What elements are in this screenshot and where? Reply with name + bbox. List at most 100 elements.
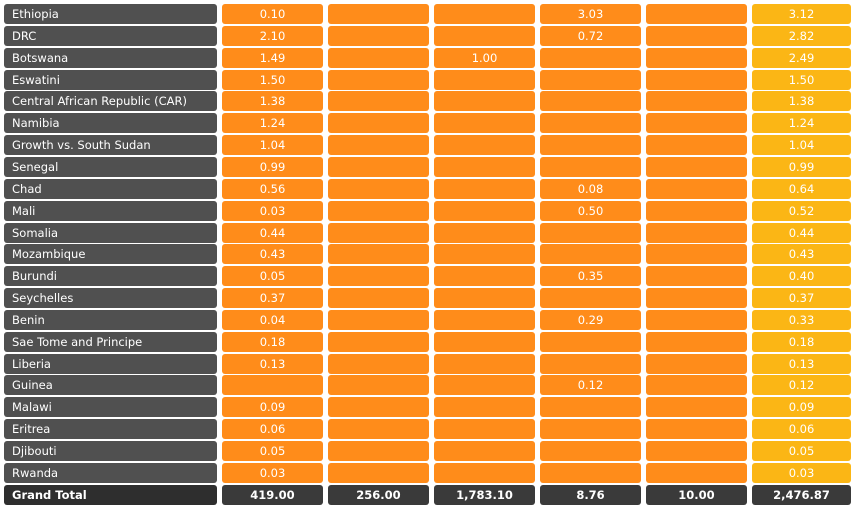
value-cell: 0.37 [222, 288, 323, 309]
grand-total-cell: 419.00 [222, 484, 323, 505]
value-cell [328, 91, 429, 112]
row-label: Somalia [4, 222, 217, 243]
value-cell [328, 69, 429, 90]
value-cell [434, 266, 535, 287]
value-cell [540, 353, 641, 374]
table-row: Benin 0.04 0.29 0.33 [0, 309, 855, 330]
row-label: Malawi [4, 397, 217, 418]
value-cell [328, 462, 429, 483]
value-cell: 0.08 [540, 178, 641, 199]
value-cell [328, 331, 429, 352]
value-cell [646, 419, 747, 440]
value-cell [434, 91, 535, 112]
value-cell [328, 397, 429, 418]
value-cell [646, 135, 747, 156]
table-row: Central African Republic (CAR) 1.38 1.38 [0, 91, 855, 112]
row-label: Mali [4, 200, 217, 221]
value-cell: 1.50 [222, 69, 323, 90]
value-cell [434, 331, 535, 352]
row-total-cell: 0.06 [752, 419, 851, 440]
row-total-cell: 0.18 [752, 331, 851, 352]
row-label: Senegal [4, 156, 217, 177]
value-cell [540, 397, 641, 418]
value-cell: 1.24 [222, 113, 323, 134]
value-cell [646, 156, 747, 177]
value-cell [434, 375, 535, 396]
value-cell [540, 113, 641, 134]
row-total-cell: 0.05 [752, 441, 851, 461]
row-total-cell: 0.12 [752, 375, 851, 396]
grand-total-cell: 256.00 [328, 484, 429, 505]
value-cell: 0.12 [540, 375, 641, 396]
value-cell [222, 375, 323, 396]
row-label: Rwanda [4, 462, 217, 483]
value-cell: 0.04 [222, 309, 323, 330]
table-row: Malawi 0.09 0.09 [0, 397, 855, 418]
value-cell: 0.13 [222, 353, 323, 374]
value-cell [540, 47, 641, 68]
value-cell [328, 156, 429, 177]
table-row: Djibouti 0.05 0.05 [0, 441, 855, 461]
value-cell [328, 266, 429, 287]
row-total-cell: 1.50 [752, 69, 851, 90]
table-row: Seychelles 0.37 0.37 [0, 288, 855, 309]
value-cell [646, 113, 747, 134]
value-cell [434, 113, 535, 134]
row-total-cell: 0.40 [752, 266, 851, 287]
value-cell [646, 441, 747, 461]
value-cell [434, 441, 535, 461]
value-cell [434, 69, 535, 90]
row-total-cell: 0.52 [752, 200, 851, 221]
value-cell [646, 331, 747, 352]
value-cell [328, 25, 429, 46]
value-cell: 0.99 [222, 156, 323, 177]
value-cell [646, 47, 747, 68]
table-row: Somalia 0.44 0.44 [0, 222, 855, 243]
value-cell [434, 222, 535, 243]
table-row: Botswana 1.49 1.00 2.49 [0, 47, 855, 68]
table-row: Liberia 0.13 0.13 [0, 353, 855, 374]
value-cell: 0.09 [222, 397, 323, 418]
value-cell [540, 156, 641, 177]
value-cell: 0.44 [222, 222, 323, 243]
row-total-cell: 0.09 [752, 397, 851, 418]
value-cell: 0.10 [222, 4, 323, 24]
grand-total-cell: 10.00 [646, 484, 747, 505]
value-cell [434, 4, 535, 24]
value-cell [646, 266, 747, 287]
row-label: Benin [4, 309, 217, 330]
row-total-cell: 0.37 [752, 288, 851, 309]
table-row: Eswatini 1.50 1.50 [0, 69, 855, 90]
table-row: Mali 0.03 0.50 0.52 [0, 200, 855, 221]
value-cell: 0.56 [222, 178, 323, 199]
value-cell [646, 178, 747, 199]
value-cell [646, 288, 747, 309]
value-cell [646, 200, 747, 221]
table-row: Eritrea 0.06 0.06 [0, 419, 855, 440]
table-row: Namibia 1.24 1.24 [0, 113, 855, 134]
value-cell [540, 135, 641, 156]
row-label: Botswana [4, 47, 217, 68]
row-label: DRC [4, 25, 217, 46]
row-total-cell: 3.12 [752, 4, 851, 24]
value-cell: 0.35 [540, 266, 641, 287]
value-cell [434, 178, 535, 199]
table-row: Rwanda 0.03 0.03 [0, 462, 855, 483]
value-cell [328, 135, 429, 156]
grand-total-row: Grand Total 419.00 256.00 1,783.10 8.76 10.00… [0, 484, 855, 505]
value-cell [434, 419, 535, 440]
table-row: Chad 0.56 0.08 0.64 [0, 178, 855, 199]
value-cell: 0.05 [222, 266, 323, 287]
row-label: Namibia [4, 113, 217, 134]
value-cell [646, 4, 747, 24]
value-cell [434, 25, 535, 46]
value-cell [646, 25, 747, 46]
row-label: Ethiopia [4, 4, 217, 24]
value-cell [540, 91, 641, 112]
row-total-cell: 2.49 [752, 47, 851, 68]
value-cell: 2.10 [222, 25, 323, 46]
value-cell [328, 309, 429, 330]
row-total-cell: 0.33 [752, 309, 851, 330]
value-cell [540, 331, 641, 352]
